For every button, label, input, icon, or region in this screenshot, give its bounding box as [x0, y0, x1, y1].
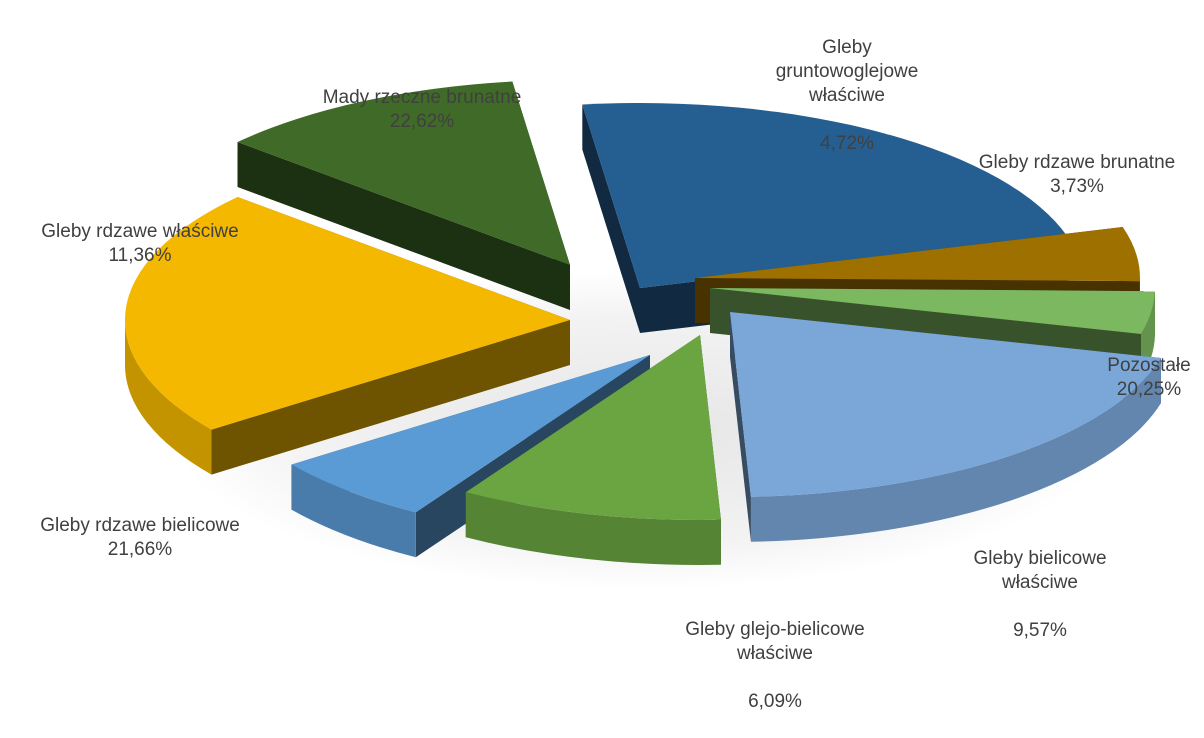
- slice-value-label: 4,72%: [752, 132, 942, 156]
- slice-value-label: 3,73%: [952, 175, 1202, 199]
- slice-label-text: Gleby rdzawe brunatne: [979, 152, 1175, 173]
- slice-value-label: 9,57%: [950, 619, 1130, 643]
- slice-label-text: Gleby rdzawe bielicowe: [40, 515, 240, 536]
- slice-label-text: Gleby rdzawe właściwe: [41, 221, 238, 242]
- slice-value-label: 6,09%: [650, 690, 900, 714]
- slice-label-text: Pozostałe: [1107, 355, 1190, 376]
- slice-label-pozostale: Pozostałe 20,25%: [1094, 330, 1204, 426]
- slice-label-gruntowoglejowe: Gleby gruntowoglejowe właściwe 4,72%: [752, 12, 942, 180]
- slice-label-text: Gleby bielicowe właściwe: [950, 547, 1130, 595]
- slice-label-text: Gleby gruntowoglejowe właściwe: [762, 36, 932, 108]
- slice-label-rdzawe-bielicowe: Gleby rdzawe bielicowe 21,66%: [5, 490, 275, 586]
- slice-label-glejo-bielicowe: Gleby glejo-bielicowe właściwe 6,09%: [650, 594, 900, 738]
- slice-label-rdzawe-brunatne: Gleby rdzawe brunatne 3,73%: [952, 127, 1202, 223]
- slice-value-label: 21,66%: [5, 538, 275, 562]
- slice-value-label: 11,36%: [5, 244, 275, 268]
- slice-label-text: Mady rzeczne brunatne: [323, 87, 522, 108]
- slice-label-rdzawe-wlasciwe: Gleby rdzawe właściwe 11,36%: [5, 196, 275, 292]
- slice-label-mady: Mady rzeczne brunatne 22,62%: [262, 62, 582, 158]
- slice-value-label: 22,62%: [262, 110, 582, 134]
- slice-value-label: 20,25%: [1094, 378, 1204, 402]
- slice-label-bielicowe: Gleby bielicowe właściwe 9,57%: [950, 523, 1130, 667]
- slice-label-text: Gleby glejo-bielicowe właściwe: [655, 618, 895, 666]
